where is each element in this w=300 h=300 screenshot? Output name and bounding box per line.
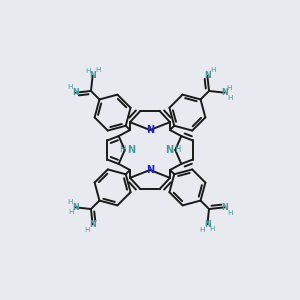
Text: H: H [227, 85, 232, 91]
Text: H: H [84, 227, 89, 233]
Text: N: N [204, 71, 211, 80]
Text: N: N [146, 125, 154, 135]
Text: H: H [68, 209, 73, 215]
Text: H: H [67, 84, 73, 90]
Text: N: N [221, 203, 228, 212]
Text: H: H [174, 146, 181, 154]
Text: N: N [89, 220, 96, 229]
Text: H: H [68, 199, 73, 205]
Text: H: H [95, 68, 101, 74]
Text: H: H [119, 146, 126, 154]
Text: H: H [227, 210, 233, 216]
Text: N: N [127, 145, 135, 155]
Text: N: N [89, 71, 96, 80]
Text: H: H [199, 226, 205, 232]
Text: H: H [85, 68, 90, 74]
Text: H: H [227, 95, 233, 101]
Text: H: H [211, 67, 216, 73]
Text: N: N [165, 145, 173, 155]
Text: N: N [72, 203, 79, 212]
Text: N: N [146, 165, 154, 175]
Text: N: N [204, 220, 211, 229]
Text: H: H [210, 226, 215, 232]
Text: N: N [72, 88, 79, 97]
Text: N: N [221, 88, 228, 97]
